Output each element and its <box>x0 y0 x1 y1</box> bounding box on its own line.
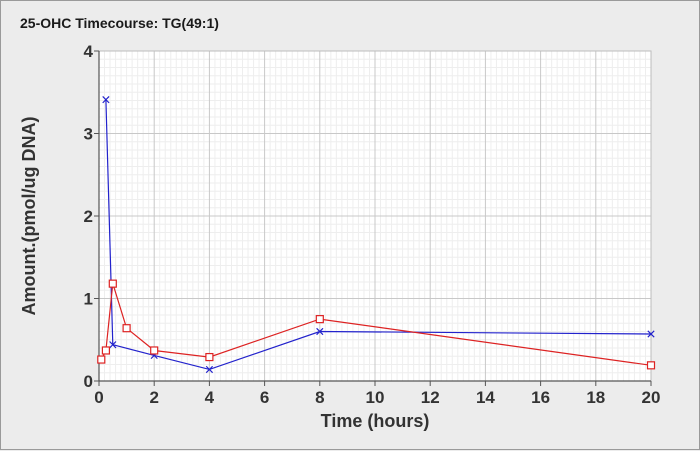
x-tick-label: 10 <box>366 388 385 407</box>
y-tick-label: 3 <box>84 125 93 144</box>
series-2-line <box>100 283 652 366</box>
series-2-point <box>97 355 106 364</box>
x-tick-label: 12 <box>421 388 440 407</box>
series-2-point <box>122 324 131 333</box>
x-tick-label: 0 <box>94 388 103 407</box>
x-tick-label: 18 <box>586 388 605 407</box>
y-tick-label: 1 <box>84 290 93 309</box>
y-tick-label: 4 <box>84 42 94 61</box>
x-tick-label: 16 <box>531 388 550 407</box>
x-tick-label: 8 <box>315 388 324 407</box>
series-2-point <box>646 361 656 370</box>
x-tick-label: 14 <box>476 388 495 407</box>
series-1-point <box>316 327 324 336</box>
series-2-point <box>150 346 159 355</box>
x-tick-label: 20 <box>642 388 661 407</box>
x-tick-label: 2 <box>149 388 158 407</box>
chart-title: 25-OHC Timecourse: TG(49:1) <box>20 15 219 31</box>
series-layer <box>97 96 656 374</box>
series-1-point <box>205 365 214 374</box>
series-1-line <box>105 99 652 371</box>
y-axis-title: Amount.(pmol/ug DNA) <box>19 117 39 316</box>
series-1-point <box>102 96 110 104</box>
x-tick-label: 4 <box>205 388 215 407</box>
series-1-point <box>647 330 655 338</box>
series-2-point <box>101 346 111 355</box>
series-1-point <box>109 341 117 349</box>
series-2-point <box>315 315 324 324</box>
series-2-point <box>205 352 214 362</box>
y-tick-label: 0 <box>84 372 93 391</box>
x-tick-label: 6 <box>260 388 269 407</box>
x-axis-title: Time (hours) <box>321 411 430 431</box>
y-tick-label: 2 <box>84 207 93 226</box>
series-2-point <box>108 279 117 288</box>
